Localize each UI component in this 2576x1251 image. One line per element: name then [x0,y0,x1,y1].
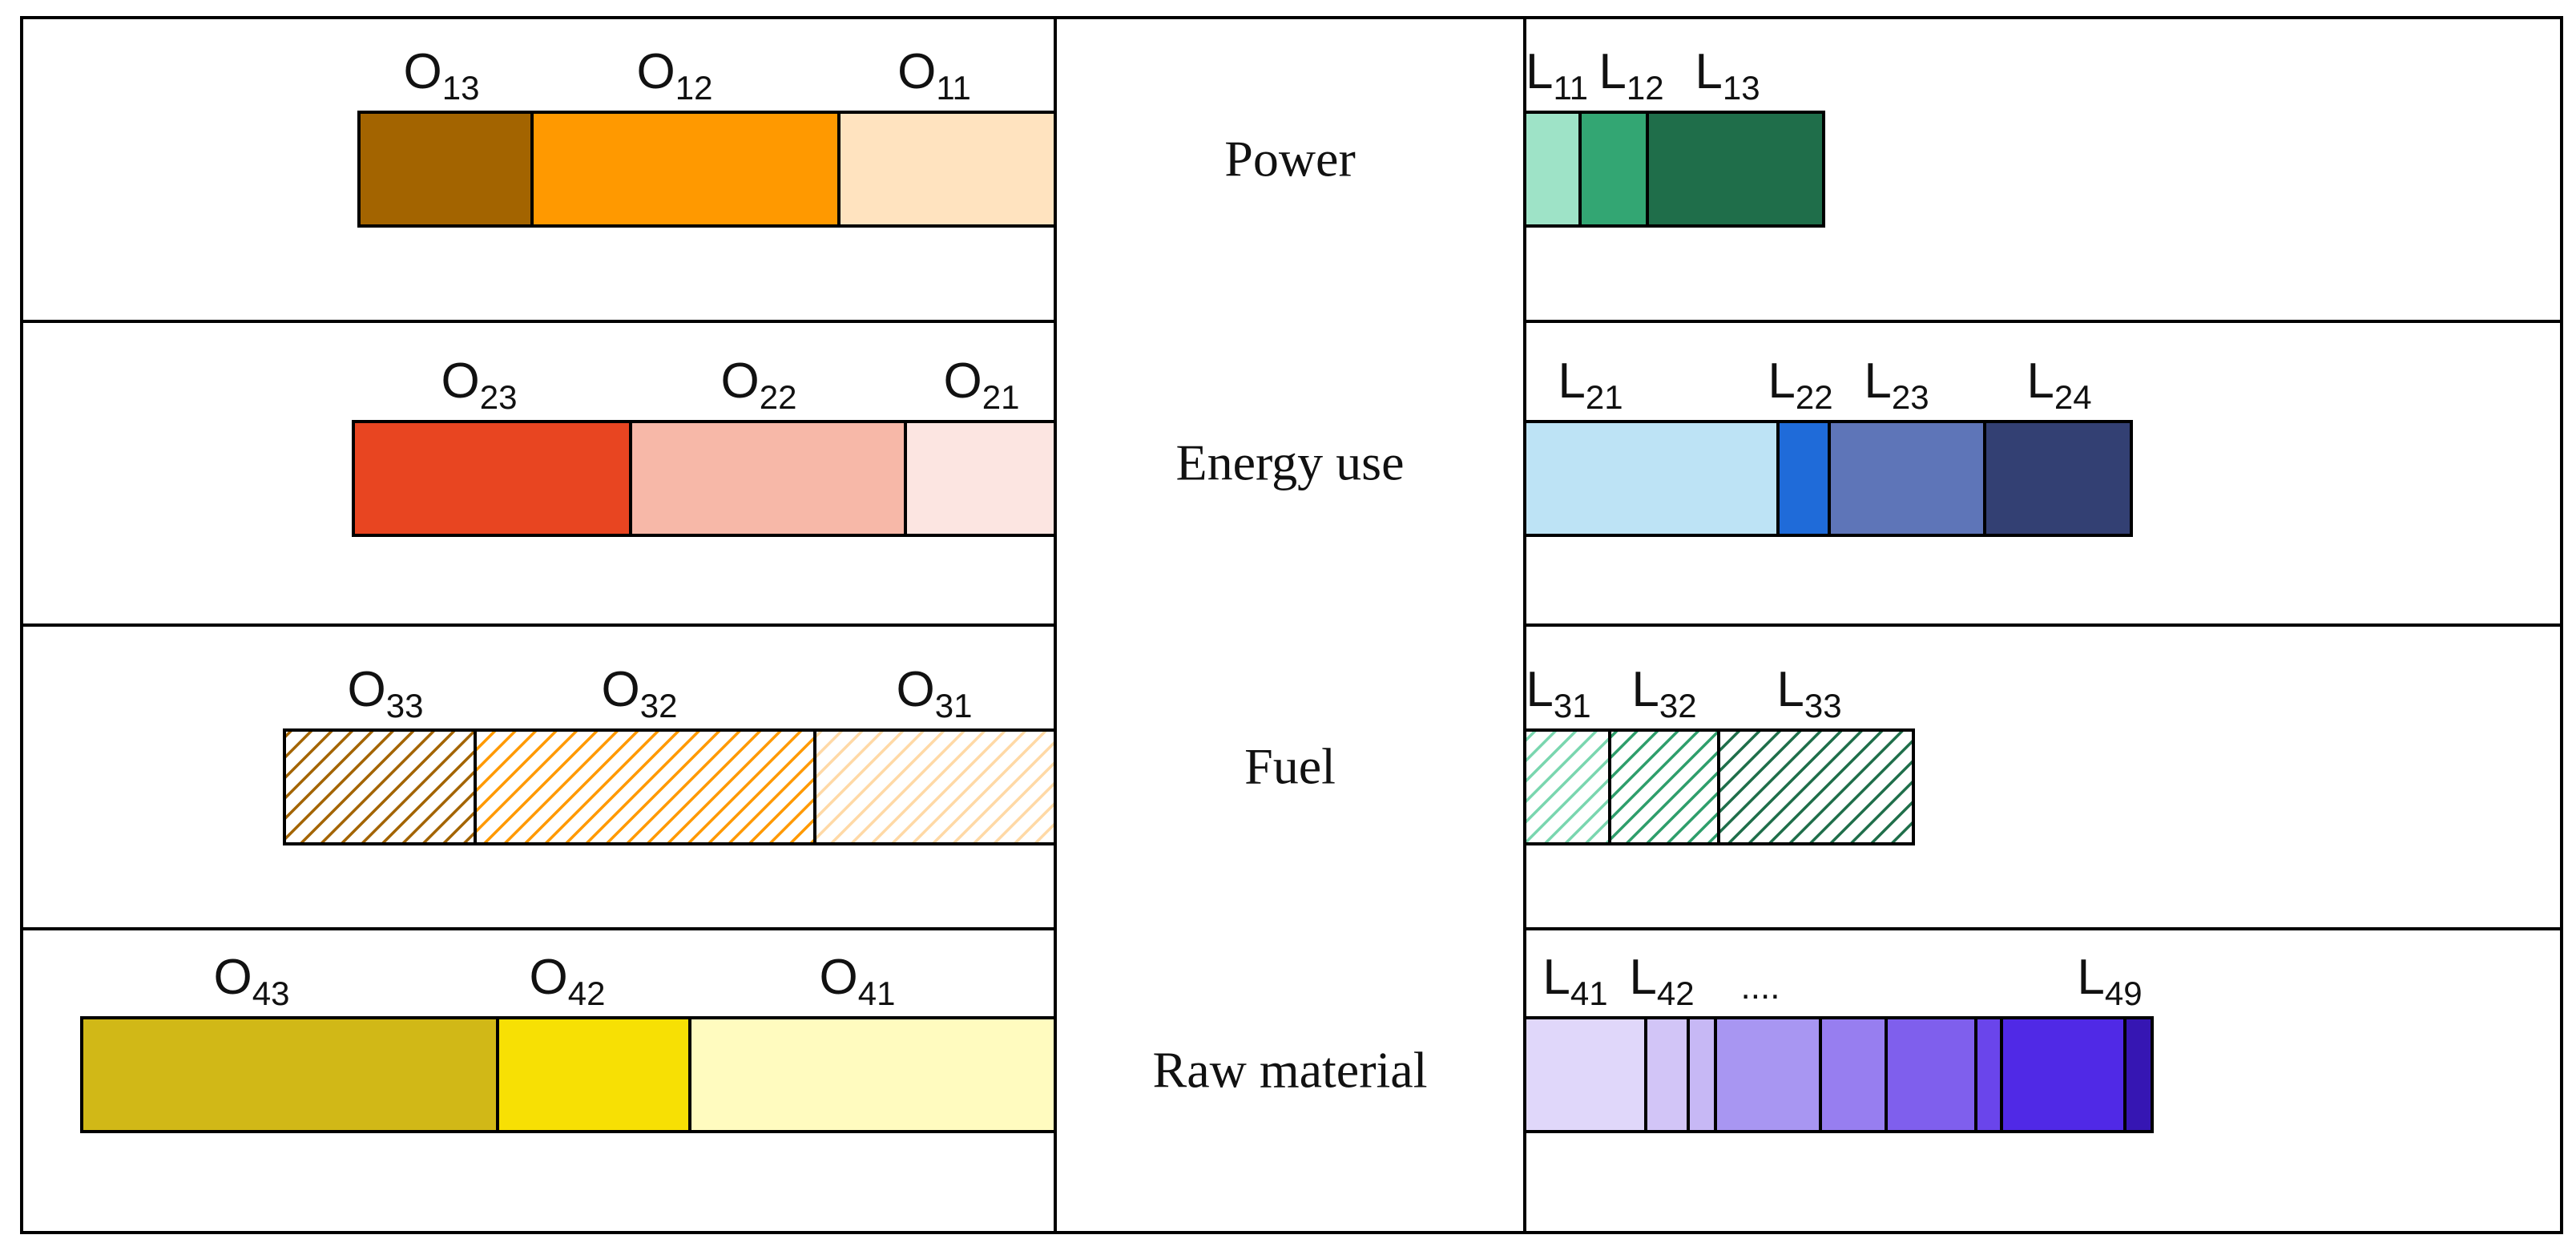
left-segment-label-o43: O43 [214,950,290,1012]
left-segment-row1-3 [837,111,1057,228]
left-segment-label-o22: O22 [721,353,797,416]
left-segment-label-o12: O12 [637,44,713,107]
right-segment-row4-9 [2123,1016,2154,1133]
left-segment-label-o42: O42 [530,950,606,1012]
category-label: Raw material [1153,1042,1428,1099]
left-segment-row1-1 [357,111,534,228]
right-segment-row4-4 [1714,1016,1822,1133]
right-segment-row1-2 [1578,111,1649,228]
ellipsis-label: .... [1741,967,1780,1007]
right-segment-label-l23: L23 [1864,353,1929,416]
right-segment-row2-3 [1828,420,1986,537]
left-segment-row4-2 [496,1016,691,1133]
right-segment-label-l24: L24 [2026,353,2091,416]
right-segment-row4-3 [1687,1016,1717,1133]
left-segment-label-o21: O21 [944,353,1020,416]
right-segment-row1-1 [1523,111,1582,228]
left-segment-label-o41: O41 [820,950,896,1012]
left-segment-label-o11: O11 [897,44,971,107]
left-segment-row2-3 [904,420,1057,537]
right-segment-row2-4 [1983,420,2133,537]
right-segment-label-l22: L22 [1768,353,1832,416]
right-segment-label-l12: L12 [1598,44,1663,107]
right-segment-label-l31: L31 [1526,662,1590,724]
right-segment-row4-6 [1885,1016,1977,1133]
right-segment-label-l49: L49 [2077,950,2142,1012]
right-segment-row2-2 [1776,420,1831,537]
left-segment-label-o13: O13 [404,44,480,107]
right-segment-row1-3 [1646,111,1825,228]
category-label: Energy use [1176,434,1405,491]
right-segment-row4-7 [1974,1016,2003,1133]
right-segment-row3-2 [1608,728,1720,845]
left-segment-row3-2 [474,728,816,845]
right-segment-row2-1 [1523,420,1780,537]
right-segment-label-l33: L33 [1776,662,1841,724]
right-segment-row4-1 [1523,1016,1647,1133]
label-layer: O13 O12 O11 L11 L12 L13 Power O23 O22 O21 L21 L22 L2… [214,44,2143,1099]
right-segment-label-l41: L41 [1542,950,1607,1012]
right-segment-row4-8 [2000,1016,2127,1133]
left-segment-label-o32: O32 [602,662,678,724]
right-segment-label-l42: L42 [1629,950,1694,1012]
right-segment-label-l11: L11 [1526,44,1588,107]
left-segment-row4-3 [688,1016,1057,1133]
right-segment-label-l21: L21 [1558,353,1623,416]
right-segment-row4-2 [1644,1016,1690,1133]
left-segment-label-o33: O33 [348,662,424,724]
left-segment-row4-1 [80,1016,499,1133]
left-segment-row1-2 [530,111,841,228]
right-segment-label-l13: L13 [1695,44,1760,107]
left-segment-row2-1 [352,420,632,537]
left-segment-row2-2 [629,420,907,537]
left-segment-label-o23: O23 [441,353,518,416]
bar-layer [80,111,2154,1133]
right-segment-label-l32: L32 [1631,662,1696,724]
category-label: Power [1224,131,1356,188]
right-segment-row4-5 [1819,1016,1888,1133]
left-segment-label-o31: O31 [897,662,973,724]
category-label: Fuel [1244,738,1336,795]
right-segment-row3-3 [1717,728,1915,845]
left-segment-row3-1 [283,728,477,845]
left-segment-row3-3 [813,728,1057,845]
right-segment-row3-1 [1523,728,1611,845]
